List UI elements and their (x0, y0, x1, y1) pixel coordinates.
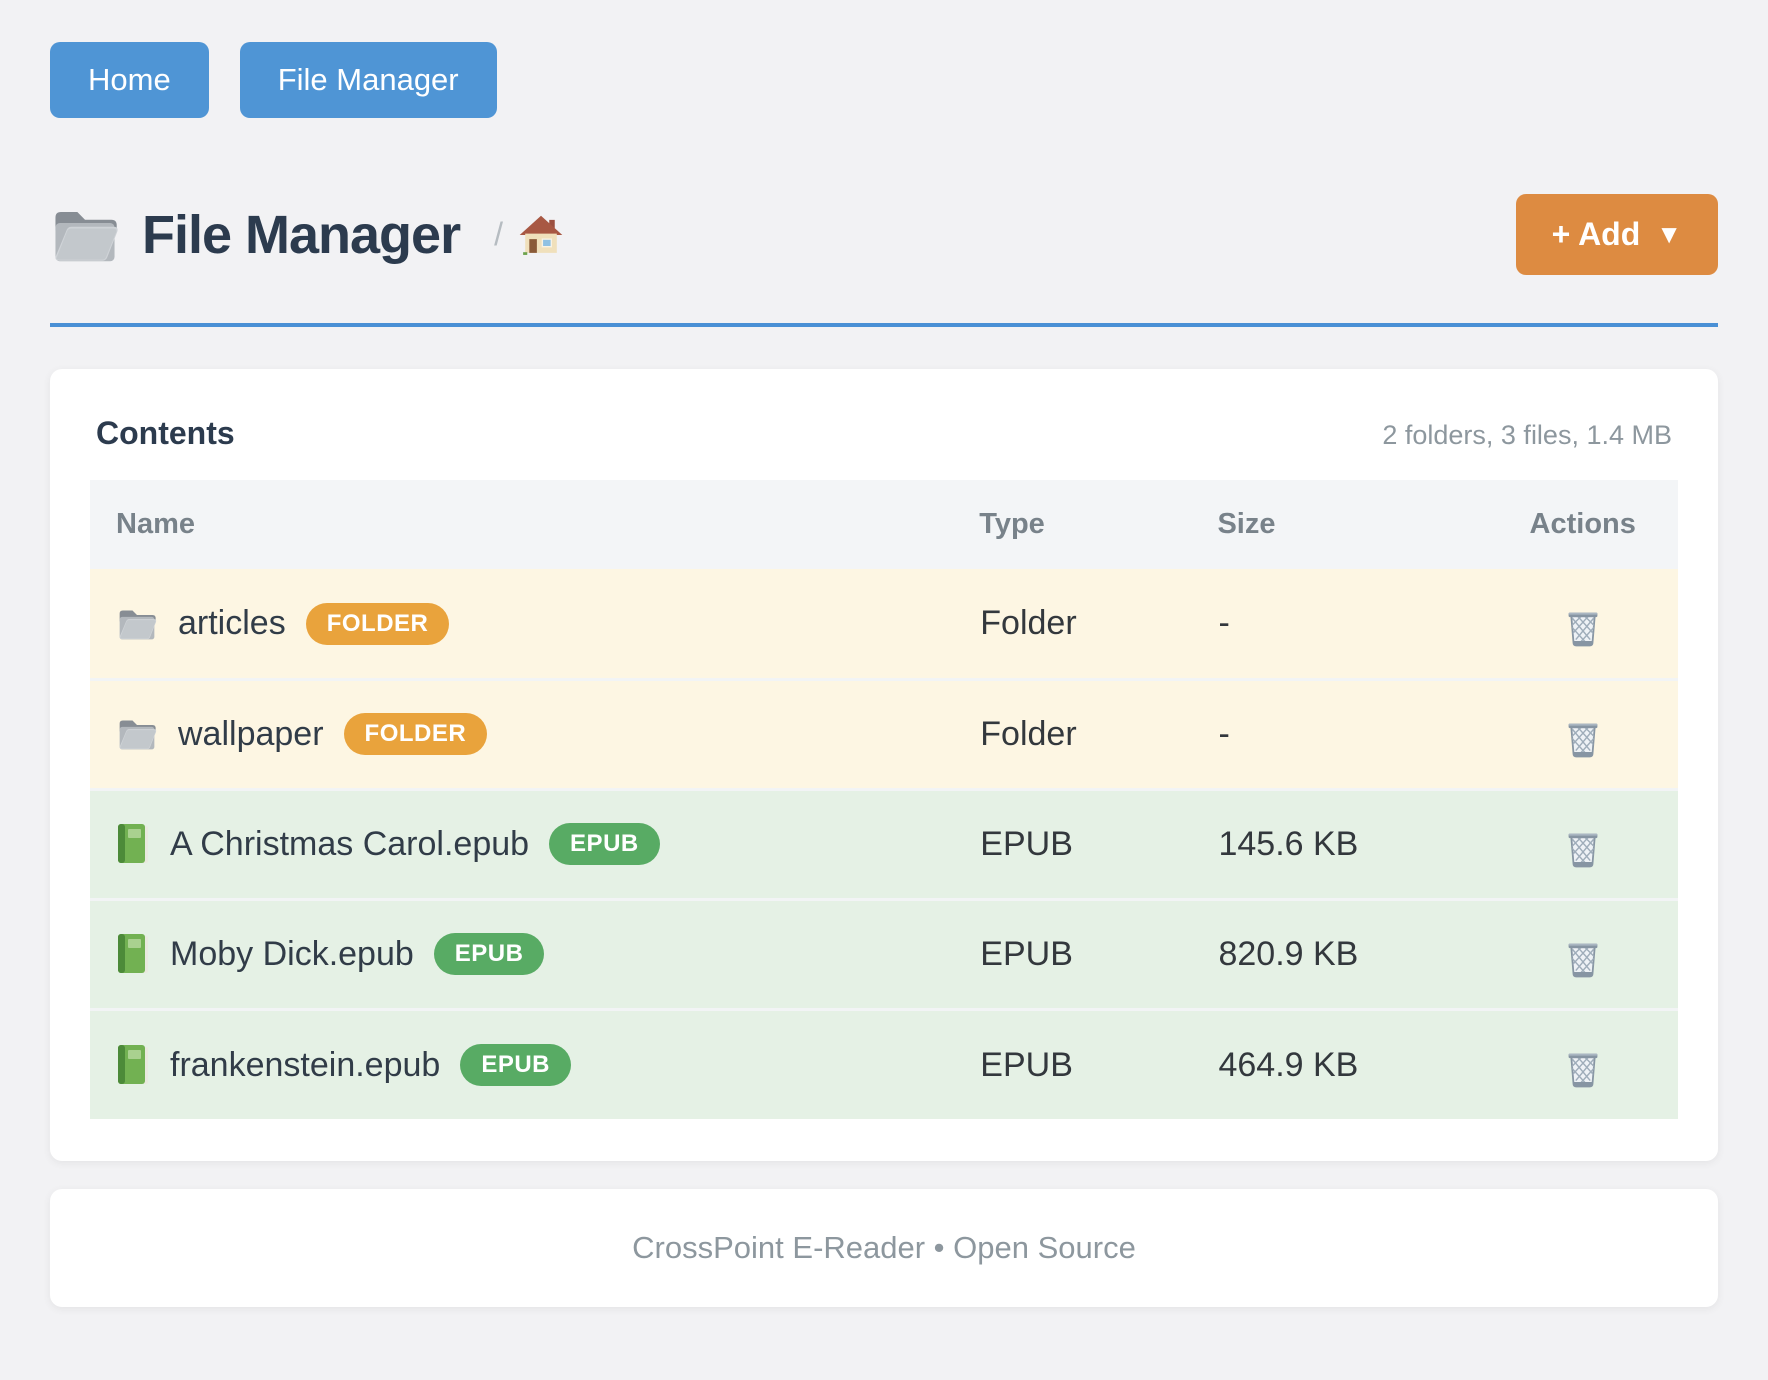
home-nav-button[interactable]: Home (50, 42, 209, 119)
folder-icon (116, 716, 158, 752)
home-icon[interactable] (519, 213, 563, 257)
file-manager-nav-button[interactable]: File Manager (239, 42, 497, 119)
folder-badge: FOLDER (305, 602, 450, 645)
page: Home File Manager File Manager / + Add ▼… (50, 42, 1718, 1308)
actions-cell (1487, 789, 1678, 900)
size-cell: 145.6 KB (1217, 789, 1488, 900)
page-title: File Manager (142, 204, 461, 265)
green-book-icon (116, 823, 150, 865)
wastebasket-icon (1565, 828, 1601, 868)
file-table: Name Type Size Actions articles FOLDER (90, 480, 1678, 1120)
entry-name-link[interactable]: wallpaper (178, 714, 324, 753)
add-button[interactable]: + Add ▼ (1515, 194, 1718, 276)
delete-button[interactable] (1565, 1048, 1601, 1088)
size-cell: 820.9 KB (1217, 899, 1488, 1010)
epub-badge: EPUB (460, 1044, 571, 1087)
folder-badge: FOLDER (343, 713, 488, 756)
column-header-size: Size (1217, 480, 1488, 570)
table-row: wallpaper FOLDER Folder - (90, 679, 1678, 790)
entry-name-link[interactable]: articles (178, 604, 286, 643)
column-header-actions: Actions (1487, 480, 1678, 570)
delete-button[interactable] (1565, 718, 1601, 758)
delete-button[interactable] (1565, 607, 1601, 647)
table-row: frankenstein.epub EPUB EPUB 464.9 KB (90, 1009, 1678, 1120)
entry-name-link[interactable]: A Christmas Carol.epub (170, 824, 530, 863)
name-cell: frankenstein.epub EPUB (90, 1009, 980, 1120)
breadcrumb-separator: / (494, 216, 503, 253)
footer: CrossPoint E-Reader • Open Source (50, 1189, 1718, 1308)
actions-cell (1487, 899, 1678, 1010)
size-cell: 464.9 KB (1217, 1009, 1488, 1120)
table-row: A Christmas Carol.epub EPUB EPUB 145.6 K… (90, 789, 1678, 900)
wastebasket-icon (1565, 938, 1601, 978)
header-divider (50, 323, 1718, 328)
name-cell: A Christmas Carol.epub EPUB (90, 789, 980, 900)
actions-cell (1487, 569, 1678, 680)
size-cell: - (1217, 569, 1488, 680)
add-button-label: + Add (1551, 216, 1641, 253)
name-cell: Moby Dick.epub EPUB (90, 899, 980, 1010)
wastebasket-icon (1565, 607, 1601, 647)
type-cell: Folder (979, 569, 1218, 680)
page-header: File Manager / + Add ▼ (50, 194, 1718, 276)
column-header-name: Name (90, 480, 980, 570)
wastebasket-icon (1565, 1048, 1601, 1088)
type-cell: Folder (979, 679, 1218, 790)
chevron-down-icon: ▼ (1656, 219, 1682, 250)
contents-card-header: Contents 2 folders, 3 files, 1.4 MB (90, 415, 1678, 452)
table-row: articles FOLDER Folder - (90, 569, 1678, 680)
column-header-type: Type (979, 480, 1218, 570)
table-row: Moby Dick.epub EPUB EPUB 820.9 KB (90, 899, 1678, 1010)
name-cell: wallpaper FOLDER (90, 679, 980, 790)
green-book-icon (116, 1044, 150, 1086)
green-book-icon (116, 933, 150, 975)
contents-card: Contents 2 folders, 3 files, 1.4 MB Name… (50, 369, 1718, 1162)
footer-text: CrossPoint E-Reader • Open Source (632, 1230, 1136, 1266)
table-header: Name Type Size Actions (90, 480, 1678, 570)
entry-name-link[interactable]: frankenstein.epub (170, 1045, 441, 1084)
breadcrumb: / (494, 213, 563, 257)
top-nav: Home File Manager (50, 42, 1718, 119)
delete-button[interactable] (1565, 828, 1601, 868)
delete-button[interactable] (1565, 938, 1601, 978)
entry-name-link[interactable]: Moby Dick.epub (170, 934, 414, 973)
wastebasket-icon (1565, 718, 1601, 758)
contents-title: Contents (96, 415, 235, 452)
type-cell: EPUB (979, 1009, 1218, 1120)
epub-badge: EPUB (433, 933, 545, 976)
epub-badge: EPUB (549, 823, 660, 866)
folder-icon (50, 204, 120, 266)
folder-icon (116, 606, 158, 642)
contents-summary: 2 folders, 3 files, 1.4 MB (1382, 420, 1672, 451)
actions-cell (1487, 1009, 1678, 1120)
size-cell: - (1217, 679, 1488, 790)
actions-cell (1487, 679, 1678, 790)
title-group: File Manager / (50, 204, 563, 266)
name-cell: articles FOLDER (90, 569, 980, 680)
type-cell: EPUB (979, 899, 1218, 1010)
type-cell: EPUB (979, 789, 1218, 900)
